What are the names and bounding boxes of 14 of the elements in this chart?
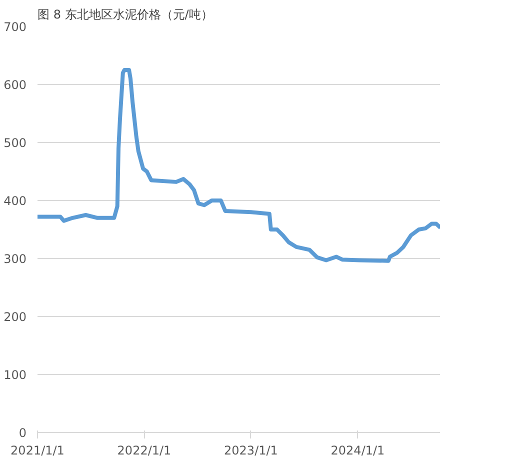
line-series <box>38 68 440 263</box>
y-tick-label: 200 <box>4 310 26 324</box>
y-tick-label: 700 <box>4 20 26 34</box>
x-tick-label: 2023/1/1 <box>224 444 278 458</box>
y-tick-label: 400 <box>4 194 26 208</box>
y-tick-label: 300 <box>4 252 26 266</box>
y-tick-label: 100 <box>4 368 26 382</box>
y-tick-label: 600 <box>4 78 26 92</box>
x-tick-label: 2024/1/1 <box>330 444 385 458</box>
x-tick-label: 2021/1/1 <box>10 444 64 458</box>
x-tick-label: 2022/1/1 <box>117 444 172 458</box>
chart-title: 图 8 东北地区水泥价格（元/吨） <box>38 8 213 22</box>
y-tick-label: 0 <box>18 426 27 440</box>
y-tick-label: 500 <box>4 136 26 150</box>
